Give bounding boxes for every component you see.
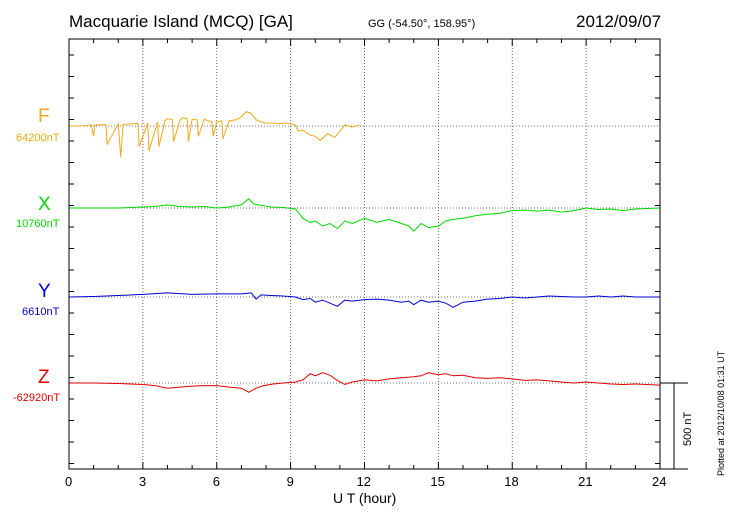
x-tick-label-12: 12 [356, 474, 371, 489]
x-tick-label-15: 15 [430, 474, 445, 489]
channel-baseline-y: 6610nT [22, 306, 60, 318]
channel-baseline-z: -62920nT [13, 392, 61, 404]
plot-date: 2012/09/07 [576, 12, 662, 31]
channel-label-f: F [38, 106, 50, 127]
x-tick-label-21: 21 [578, 474, 593, 489]
x-tick-label-3: 3 [138, 474, 147, 489]
x-tick-label-6: 6 [212, 474, 220, 489]
axis-ticks [68, 39, 661, 469]
series-lines [68, 111, 661, 393]
x-tick-label-18: 18 [504, 474, 519, 489]
series-line-x [69, 198, 661, 232]
x-axis-label: U T (hour) [333, 490, 397, 506]
x-tick-label-9: 9 [286, 474, 294, 489]
scale-bar [660, 382, 688, 470]
plot-frame [68, 38, 661, 470]
series-line-z [69, 372, 661, 393]
channel-label-x: X [38, 194, 51, 215]
plotted-timestamp: Plotted at 2012/10/08 01:31 UT [716, 350, 726, 476]
series-line-f [69, 111, 360, 158]
channel-label-z: Z [38, 367, 50, 388]
x-tick-label-24: 24 [652, 474, 667, 489]
station-title: Macquarie Island (MCQ) [GA] [69, 12, 293, 31]
channel-baseline-f: 64200nT [16, 132, 60, 144]
channel-baseline-x: 10760nT [16, 218, 60, 230]
station-coordinates: GG (-54.50°, 158.95°) [368, 18, 476, 30]
channel-label-y: Y [38, 281, 51, 302]
grid [69, 39, 660, 469]
x-tick-label-0: 0 [65, 474, 73, 489]
scale-bar-label: 500 nT [682, 411, 694, 446]
series-line-y [68, 292, 660, 308]
